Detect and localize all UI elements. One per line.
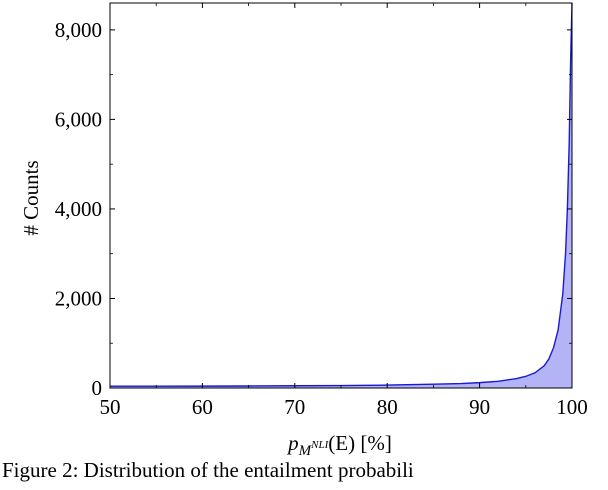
y-tick-label: 2,000 [55,286,102,310]
x-axis-label-argument: (E) [%] [328,431,392,455]
x-axis-label-superscript: NLI [310,439,329,451]
x-tick-label: 60 [192,395,213,419]
x-tick-label: 50 [100,395,121,419]
x-tick-label: 90 [469,395,490,419]
x-tick-label: 70 [284,395,305,419]
figure-caption: Figure 2: Distribution of the entailment… [2,458,414,482]
y-tick-label: 8,000 [55,18,102,42]
y-axis-label: # Counts [19,160,43,235]
axes-frame [109,2,573,389]
x-axis-label: pMNLI(E) [%] [286,431,392,459]
axes [109,2,573,389]
x-tick-label: 100 [556,395,588,419]
y-tick-label: 6,000 [55,107,102,131]
y-tick-label: 4,000 [55,197,102,221]
tick-labels: 50 60 70 80 90 100 0 2,000 4,000 6,000 8,000 [55,18,588,419]
x-axis-label-main: p [286,431,299,455]
plot-area [110,2,573,388]
x-axis-label-subscript: M [298,443,313,459]
series-area [110,3,572,388]
series-line [110,2,573,387]
y-tick-label: 0 [92,376,103,400]
x-tick-label: 80 [377,395,398,419]
